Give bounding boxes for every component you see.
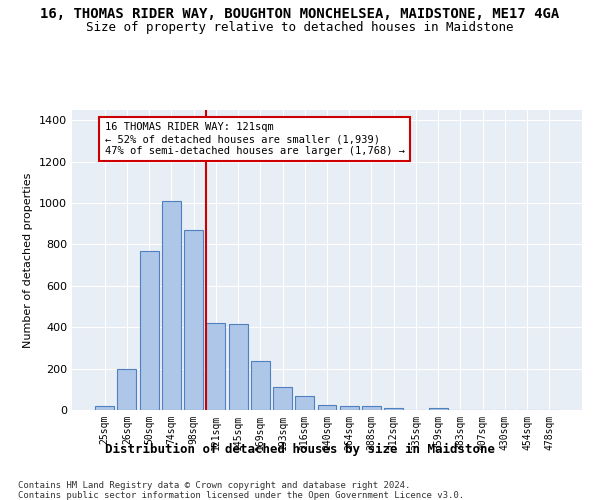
Text: 16 THOMAS RIDER WAY: 121sqm
← 52% of detached houses are smaller (1,939)
47% of : 16 THOMAS RIDER WAY: 121sqm ← 52% of det… (104, 122, 404, 156)
Bar (429, 408, 448, 410)
Bar (95, 406, 114, 410)
Bar (184, 230, 203, 410)
Text: Contains HM Land Registry data © Crown copyright and database right 2024.
Contai: Contains HM Land Registry data © Crown c… (18, 480, 464, 500)
Bar (340, 406, 359, 410)
Text: 16, THOMAS RIDER WAY, BOUGHTON MONCHELSEA, MAIDSTONE, ME17 4GA: 16, THOMAS RIDER WAY, BOUGHTON MONCHELSE… (40, 8, 560, 22)
Text: Distribution of detached houses by size in Maidstone: Distribution of detached houses by size … (105, 442, 495, 456)
Bar (273, 387, 292, 410)
Bar (384, 408, 403, 410)
Text: Size of property relative to detached houses in Maidstone: Size of property relative to detached ho… (86, 21, 514, 34)
Bar (162, 201, 181, 410)
Bar (317, 405, 337, 410)
Bar (206, 323, 225, 410)
Bar (251, 362, 270, 410)
Bar (118, 368, 136, 410)
Bar (295, 396, 314, 410)
Bar (362, 406, 381, 410)
Bar (229, 324, 248, 410)
Y-axis label: Number of detached properties: Number of detached properties (23, 172, 34, 348)
Bar (140, 250, 158, 410)
